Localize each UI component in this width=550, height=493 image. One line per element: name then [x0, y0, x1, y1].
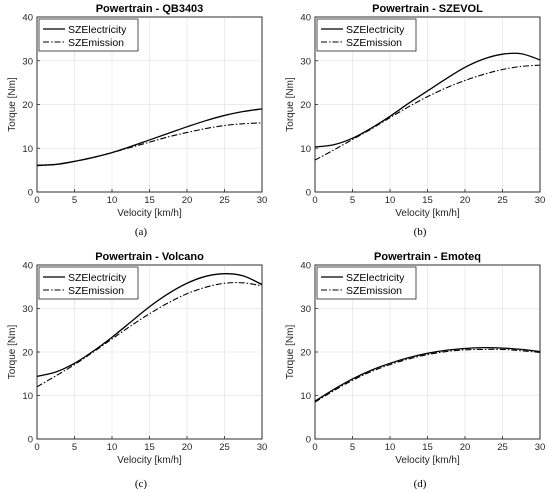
y-axis-label: Torque [Nm]: [7, 77, 18, 132]
chart-title: Powertrain - SZEVOL: [372, 3, 483, 15]
legend-label: SZEmission: [346, 285, 402, 297]
y-tick-label: 10: [300, 144, 311, 155]
x-tick-label: 20: [182, 442, 193, 453]
chart-title: Powertrain - Emoteq: [374, 251, 481, 263]
y-tick-label: 30: [22, 56, 33, 67]
legend-label: SZEmission: [68, 37, 124, 49]
legend-label: SZElectricity: [346, 24, 405, 36]
y-axis-label: Torque [Nm]: [7, 325, 18, 380]
series-line-szelectricity: [314, 346, 541, 402]
x-tick-label: 5: [72, 442, 77, 453]
y-tick-label: 40: [300, 261, 311, 272]
subfigure-caption: (d): [414, 478, 427, 490]
legend-label: SZElectricity: [68, 272, 127, 284]
chart-3: 0 5 10 15 20 25 30 0 10 20 30 40 Powertrain - Volcan…: [7, 251, 267, 490]
x-axis-label: Velocity [km/h]: [395, 208, 460, 219]
y-tick-label: 20: [300, 348, 311, 359]
x-tick-label: 30: [257, 442, 268, 453]
x-axis-label: Velocity [km/h]: [117, 208, 182, 219]
y-axis-label: Torque [Nm]: [285, 325, 296, 380]
y-tick-label: 20: [22, 100, 33, 111]
x-tick-label: 25: [219, 195, 230, 206]
x-tick-label: 20: [460, 442, 471, 453]
legend-box: [38, 18, 139, 52]
series-line-szemission: [36, 122, 263, 167]
x-tick-label: 30: [535, 442, 546, 453]
x-tick-label: 30: [535, 195, 546, 206]
x-tick-label: 15: [422, 442, 433, 453]
y-tick-label: 40: [300, 13, 311, 24]
x-axis-label: Velocity [km/h]: [395, 455, 460, 466]
x-tick-label: 25: [219, 442, 230, 453]
x-tick-label: 25: [497, 442, 508, 453]
y-tick-label: 20: [22, 348, 33, 359]
series-line-szelectricity: [314, 52, 541, 148]
x-tick-label: 25: [497, 195, 508, 206]
series-line-szemission: [36, 282, 263, 388]
x-tick-label: 0: [34, 442, 39, 453]
x-tick-label: 20: [460, 195, 471, 206]
chart-1: 0 5 10 15 20 25 30 0 10 20 30 40 Powertrain - QB3403…: [7, 3, 267, 238]
legend-label: SZEmission: [346, 37, 402, 49]
subfigure-caption: (b): [414, 226, 427, 238]
y-tick-label: 30: [22, 304, 33, 315]
x-tick-label: 20: [182, 195, 193, 206]
subfigure-caption: (a): [135, 226, 148, 238]
y-tick-label: 10: [22, 144, 33, 155]
x-tick-label: 10: [107, 195, 118, 206]
x-tick-label: 0: [34, 195, 39, 206]
y-axis-label: Torque [Nm]: [285, 77, 296, 132]
legend-label: SZElectricity: [346, 272, 405, 284]
legend-box: [316, 18, 417, 52]
legend-label: SZElectricity: [68, 24, 127, 36]
x-tick-label: 10: [107, 442, 118, 453]
y-tick-label: 20: [300, 100, 311, 111]
y-tick-label: 10: [300, 391, 311, 402]
y-tick-label: 0: [306, 188, 311, 199]
x-tick-label: 0: [312, 442, 317, 453]
x-tick-label: 10: [385, 442, 396, 453]
legend-box: [316, 266, 417, 300]
series-line-szemission: [314, 64, 541, 161]
x-tick-label: 5: [350, 195, 355, 206]
x-tick-label: 10: [385, 195, 396, 206]
subfigure-caption: (c): [135, 478, 148, 490]
x-tick-label: 15: [422, 195, 433, 206]
y-tick-label: 30: [300, 304, 311, 315]
y-tick-label: 0: [28, 188, 33, 199]
x-axis-label: Velocity [km/h]: [117, 455, 182, 466]
x-tick-label: 15: [144, 442, 155, 453]
y-tick-label: 0: [28, 435, 33, 446]
y-tick-label: 40: [22, 261, 33, 272]
x-tick-label: 0: [312, 195, 317, 206]
x-tick-label: 30: [257, 195, 268, 206]
x-tick-label: 5: [350, 442, 355, 453]
legend-label: SZEmission: [68, 285, 124, 297]
chart-title: Powertrain - QB3403: [96, 3, 204, 15]
y-tick-label: 30: [300, 56, 311, 67]
y-tick-label: 40: [22, 13, 33, 24]
x-tick-label: 5: [72, 195, 77, 206]
x-tick-label: 15: [144, 195, 155, 206]
series-line-szemission: [314, 348, 541, 403]
chart-2: 0 5 10 15 20 25 30 0 10 20 30 40 Powertrain - SZEVOL…: [285, 3, 545, 238]
legend-box: [38, 266, 139, 300]
series-line-szelectricity: [36, 273, 263, 377]
y-tick-label: 10: [22, 391, 33, 402]
chart-title: Powertrain - Volcano: [95, 251, 204, 263]
chart-4: 0 5 10 15 20 25 30 0 10 20 30 40 Powertrain - Emoteq…: [285, 251, 545, 490]
y-tick-label: 0: [306, 435, 311, 446]
